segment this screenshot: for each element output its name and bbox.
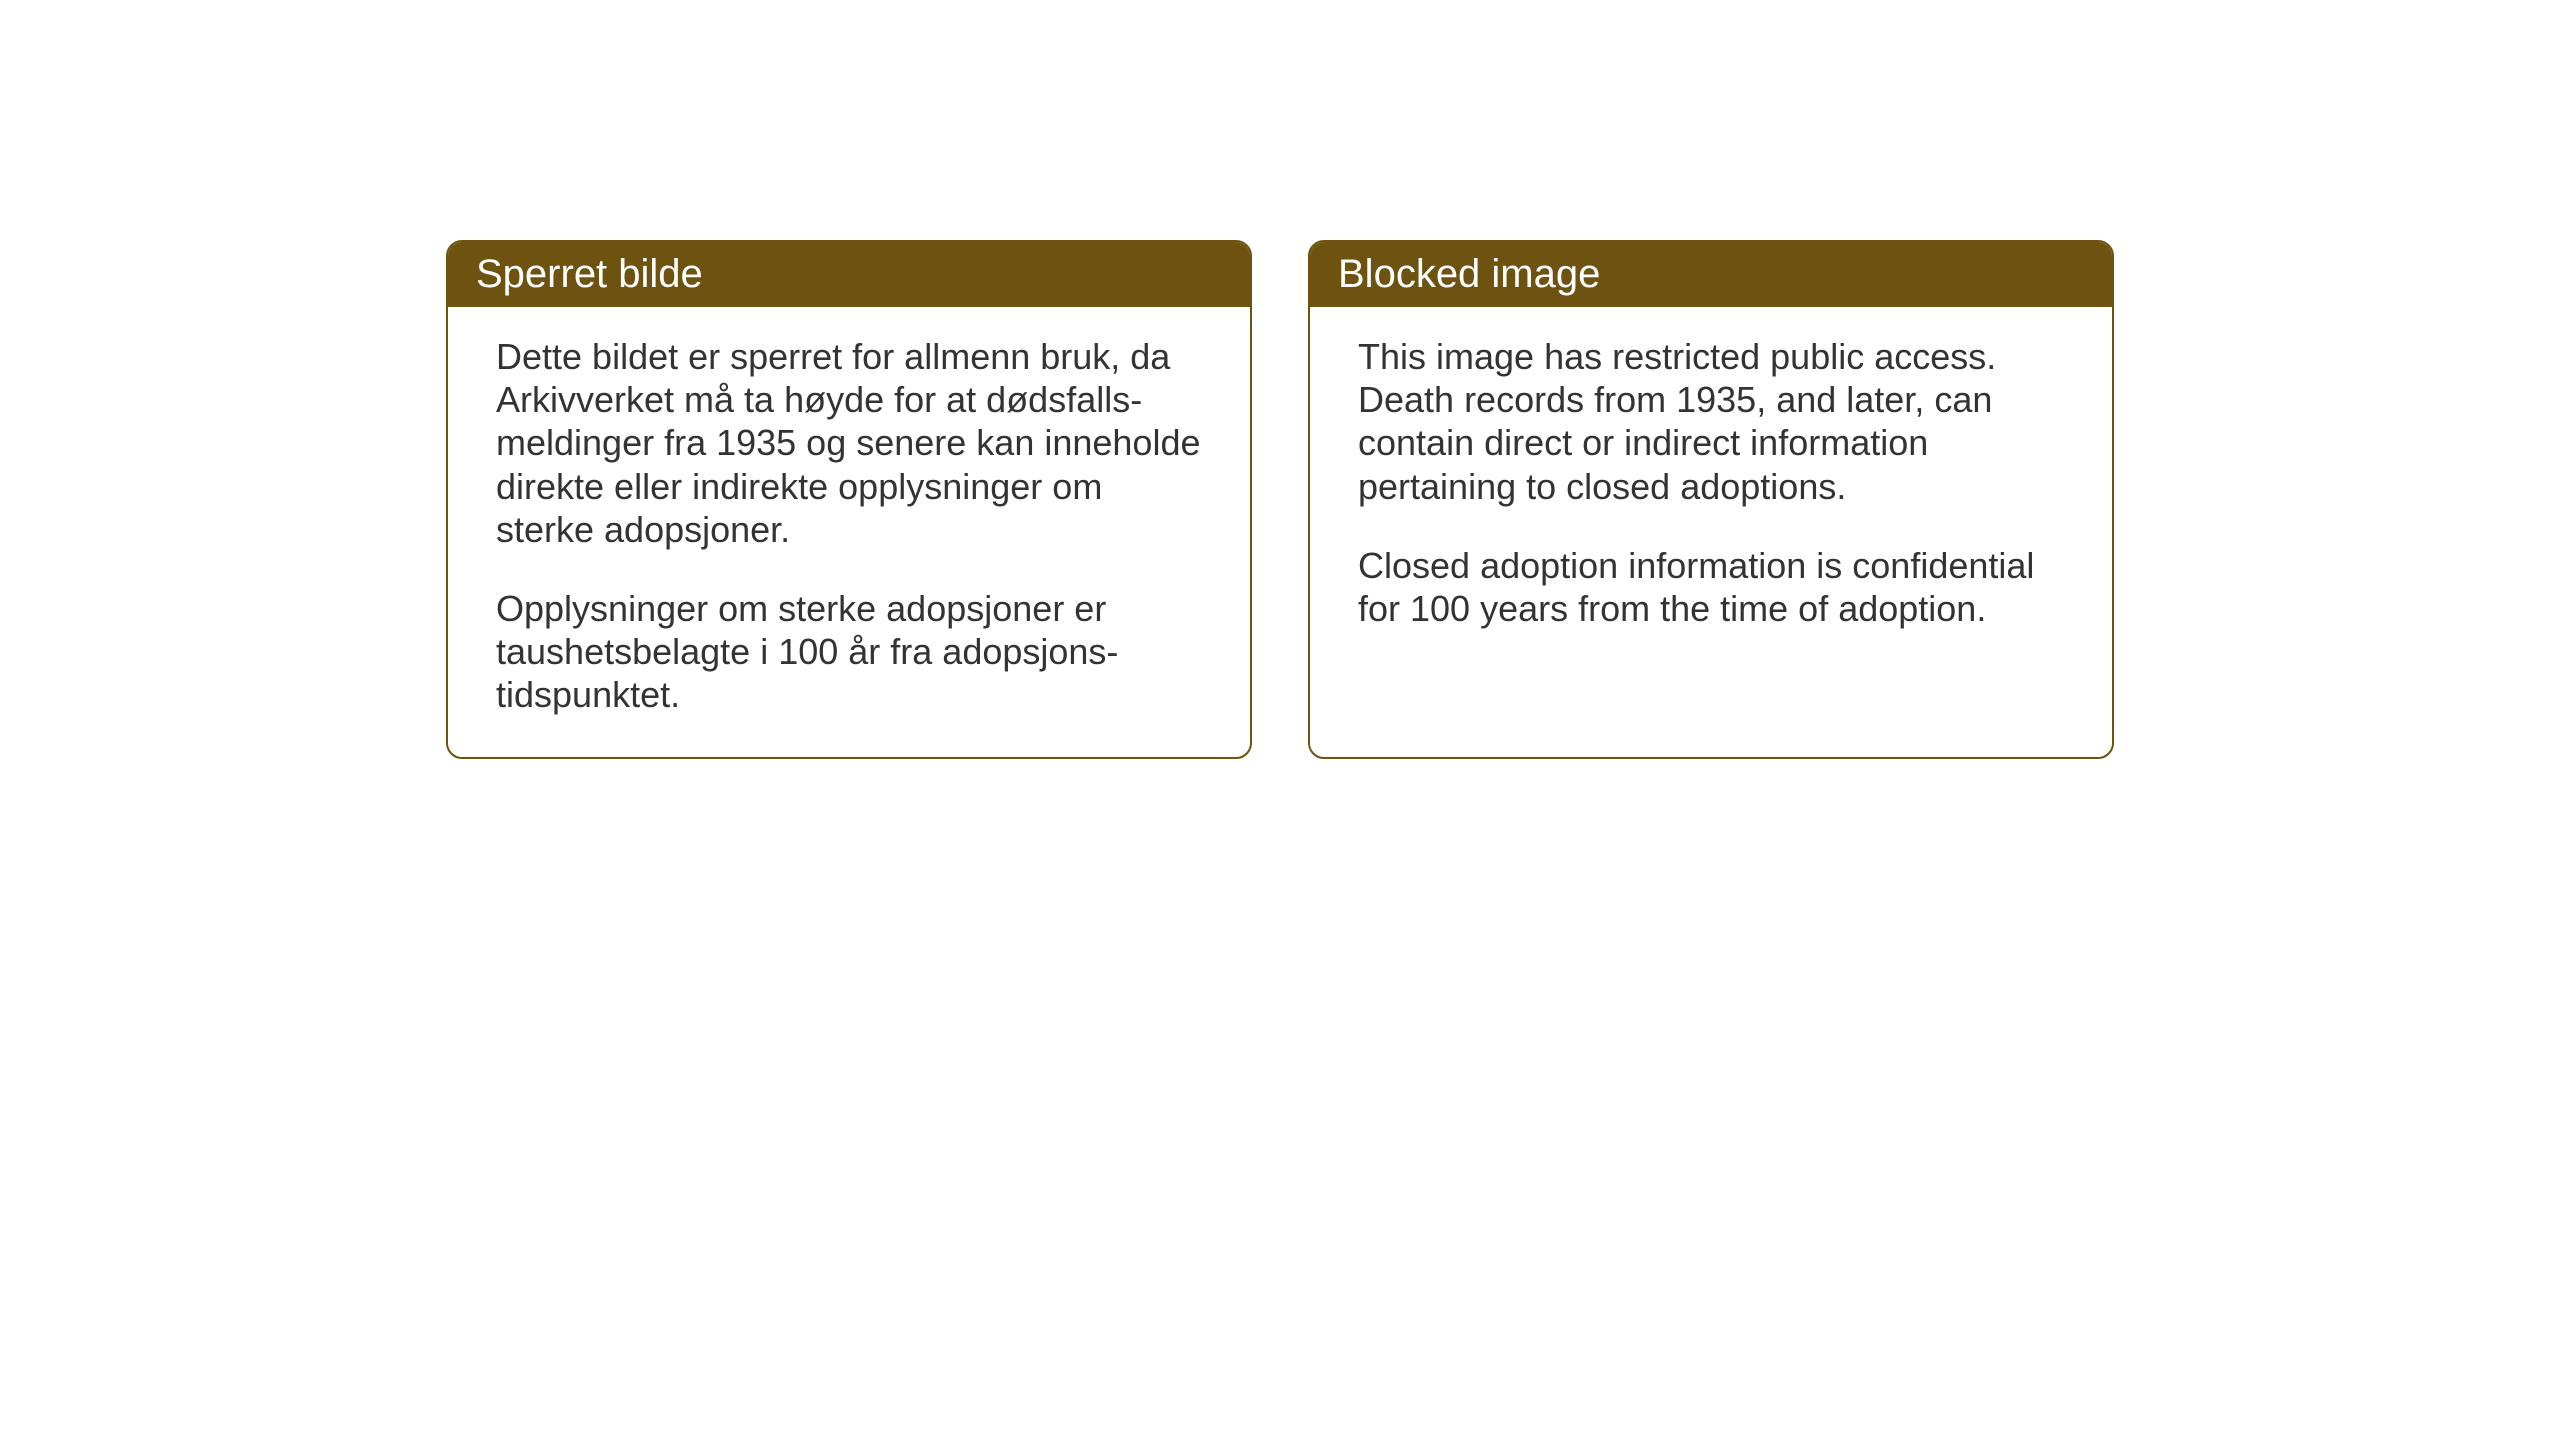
norwegian-paragraph-1: Dette bildet er sperret for allmenn bruk… — [496, 335, 1202, 551]
norwegian-card-header: Sperret bilde — [448, 242, 1250, 307]
norwegian-paragraph-2: Opplysninger om sterke adopsjoner er tau… — [496, 587, 1202, 717]
english-card-body: This image has restricted public access.… — [1310, 307, 2112, 670]
notice-cards-container: Sperret bilde Dette bildet er sperret fo… — [446, 240, 2114, 759]
norwegian-card-body: Dette bildet er sperret for allmenn bruk… — [448, 307, 1250, 757]
english-card-title: Blocked image — [1338, 252, 1600, 296]
english-card-header: Blocked image — [1310, 242, 2112, 307]
norwegian-card-title: Sperret bilde — [476, 252, 703, 296]
english-paragraph-2: Closed adoption information is confident… — [1358, 544, 2064, 630]
english-paragraph-1: This image has restricted public access.… — [1358, 335, 2064, 508]
norwegian-notice-card: Sperret bilde Dette bildet er sperret fo… — [446, 240, 1252, 759]
english-notice-card: Blocked image This image has restricted … — [1308, 240, 2114, 759]
